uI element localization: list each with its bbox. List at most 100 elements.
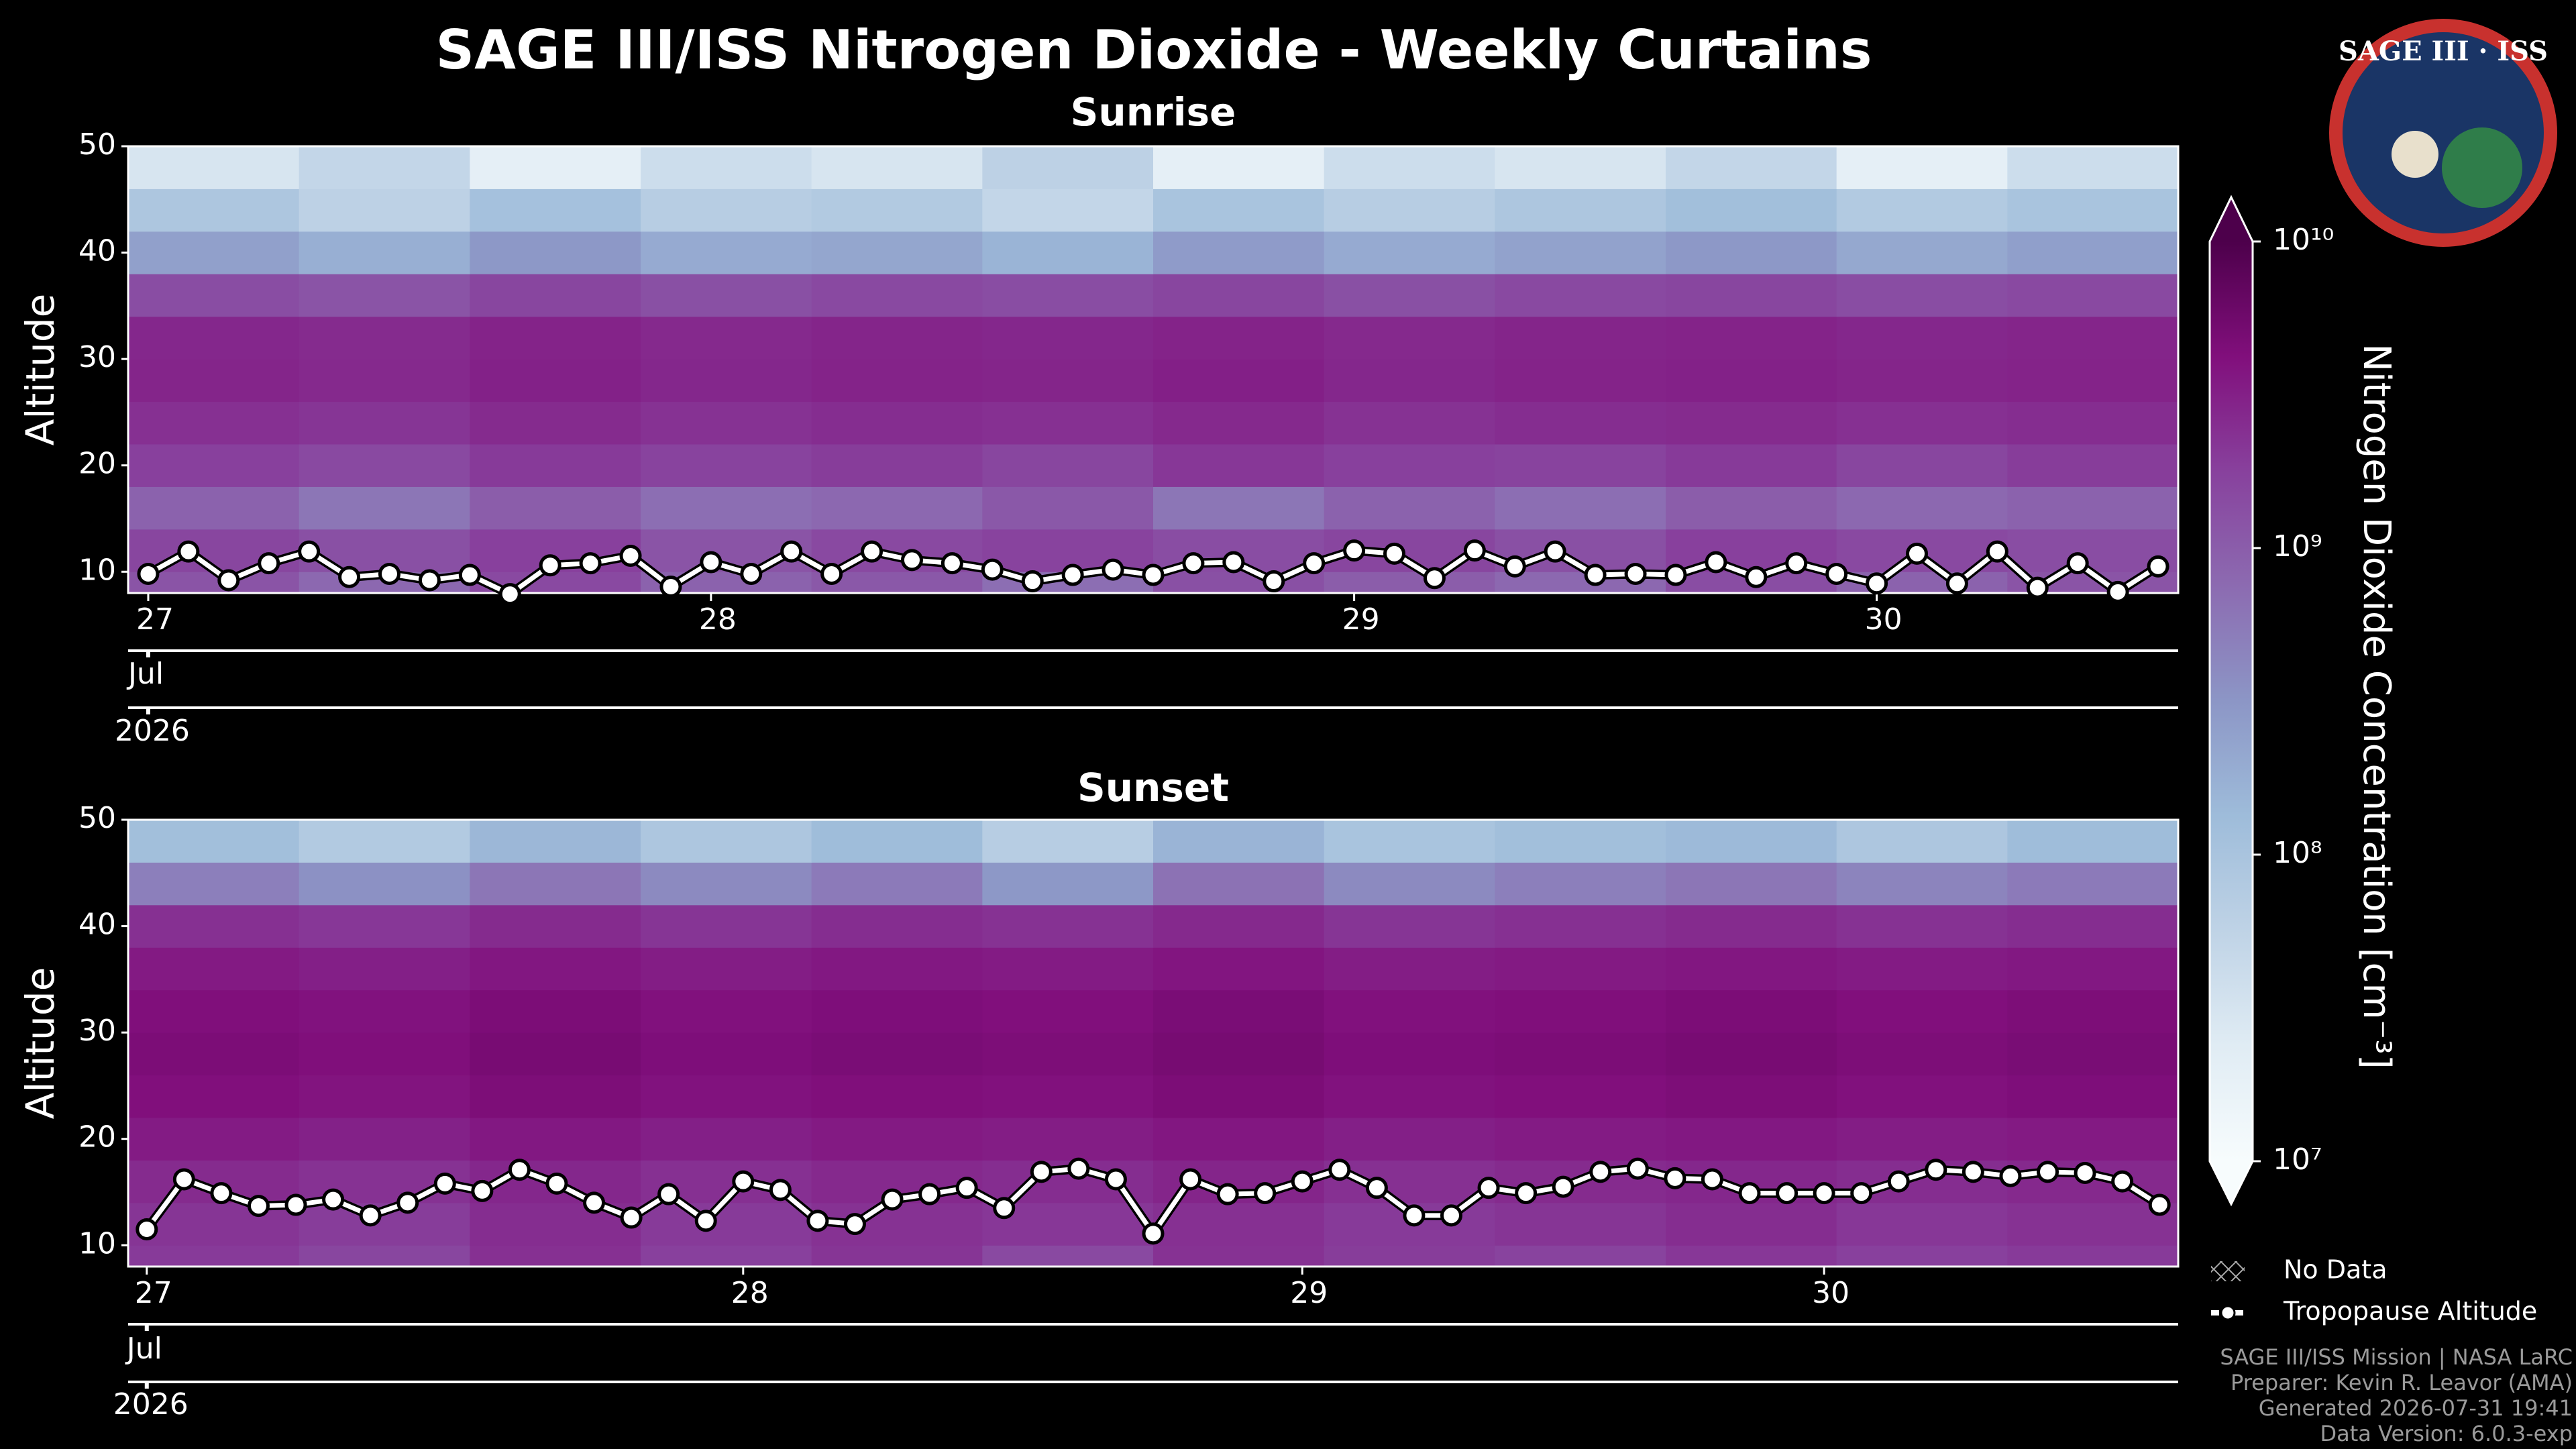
- y-tick-label: 20: [78, 1120, 116, 1155]
- heatmap-cell: [1324, 316, 1495, 360]
- heatmap-cell: [811, 1118, 983, 1161]
- tropopause-marker: [396, 1191, 419, 1214]
- heatmap-cell: [2007, 401, 2179, 445]
- heatmap-cell: [2007, 146, 2179, 189]
- heatmap-cell: [1836, 1032, 2008, 1076]
- heatmap-cell: [1836, 862, 2008, 906]
- heatmap-cell: [1324, 1118, 1495, 1161]
- tropopause-marker: [620, 1206, 643, 1229]
- colorbar-tick-label: 10⁹: [2273, 529, 2322, 564]
- heatmap-cell: [299, 904, 470, 948]
- heatmap-cell: [1495, 1245, 1666, 1267]
- heatmap-cell: [128, 189, 300, 232]
- y-tick-label: 10: [78, 553, 116, 587]
- logo: SAGE III · ISS: [2329, 19, 2557, 247]
- tropopause-marker: [338, 566, 361, 588]
- heatmap-cell: [1153, 359, 1325, 402]
- heatmap-cell: [1324, 862, 1495, 906]
- heatmap-cell: [811, 189, 983, 232]
- panel: Sunset 10 20 30 40 50 Altitude 27 28 29 30 Jul 2026: [17, 765, 2180, 1421]
- tropopause-marker: [433, 1172, 456, 1195]
- colorbar-tick-label: 10¹⁰: [2273, 223, 2334, 257]
- heatmap-cell: [1836, 989, 2008, 1033]
- tropopause-marker: [579, 552, 602, 575]
- y-tick-label: 30: [78, 340, 116, 374]
- heatmap-cell: [641, 231, 812, 274]
- tropopause-marker: [820, 562, 843, 585]
- heatmap-cell: [299, 1075, 470, 1118]
- tropopause-marker: [418, 569, 441, 592]
- heatmap-cell: [1666, 1075, 1837, 1118]
- heatmap-cell: [811, 904, 983, 948]
- heatmap-cell: [128, 1032, 300, 1076]
- heatmap-cell: [2007, 1118, 2179, 1161]
- heatmap-cell: [1495, 231, 1666, 274]
- tropopause-marker: [1142, 564, 1165, 586]
- heatmap-cell: [982, 862, 1154, 906]
- tropopause-marker: [136, 1218, 158, 1240]
- tropopause-marker: [1067, 1157, 1090, 1180]
- tropopause-marker: [1365, 1177, 1388, 1199]
- heatmap-cell: [1836, 904, 2008, 948]
- heatmap-cell: [299, 486, 470, 530]
- logo-earth: [2442, 127, 2522, 208]
- heatmap-cell: [1836, 1075, 2008, 1118]
- tropopause-marker: [1850, 1182, 1873, 1205]
- tropopause-marker: [378, 562, 400, 585]
- heatmap-cell: [1495, 146, 1666, 189]
- heatmap-cell: [299, 1118, 470, 1161]
- tropopause-marker: [539, 554, 561, 577]
- tropopause-marker: [861, 540, 883, 563]
- heatmap-cell: [128, 146, 300, 189]
- tropopause-marker: [2026, 576, 2049, 599]
- heatmap-cell: [1495, 1118, 1666, 1161]
- logo-figure: [2392, 131, 2438, 178]
- tropopause-marker: [955, 1177, 978, 1199]
- heatmap-cell: [1836, 274, 2008, 317]
- heatmap-cell: [470, 231, 641, 274]
- y-tick-label: 30: [78, 1014, 116, 1048]
- tropopause-marker: [700, 551, 722, 574]
- x-tick-label: 30: [1812, 1276, 1849, 1310]
- heatmap-cell: [2007, 989, 2179, 1033]
- heatmap-cell: [470, 486, 641, 530]
- y-tick-label: 50: [78, 801, 116, 835]
- heatmap-cell: [470, 146, 641, 189]
- tropopause-marker: [1440, 1204, 1463, 1227]
- footer: SAGE III/ISS Mission | NASA LaRCPreparer…: [2220, 1344, 2573, 1446]
- heatmap-cell: [982, 1245, 1154, 1267]
- tropopause-marker: [258, 552, 280, 575]
- tropopause-marker: [1021, 570, 1044, 593]
- footer-line: Preparer: Kevin R. Leavor (AMA): [2231, 1370, 2573, 1395]
- heatmap-cell: [641, 1118, 812, 1161]
- heatmap-cell: [1495, 359, 1666, 402]
- heatmap-cell: [470, 1245, 641, 1267]
- panel-title: Sunrise: [1071, 89, 1236, 135]
- tropopause-marker: [2074, 1161, 2096, 1184]
- heatmap-cell: [982, 359, 1154, 402]
- heatmap-cell: [811, 1075, 983, 1118]
- heatmap-cell: [2007, 904, 2179, 948]
- colorbar-label: Nitrogen Dioxide Concentration [cm⁻³]: [2355, 343, 2398, 1069]
- x-tick-label: 30: [1865, 602, 1902, 637]
- heatmap-cell: [2007, 231, 2179, 274]
- heatmap-cell: [2007, 359, 2179, 402]
- heatmap-cell: [1666, 947, 1837, 991]
- heatmap-cell: [2007, 1245, 2179, 1267]
- heatmap-cell: [982, 189, 1154, 232]
- heatmap-cell: [128, 401, 300, 445]
- tropopause-marker: [1624, 562, 1647, 585]
- heatmap-cell: [1153, 486, 1325, 530]
- heatmap-cell: [1666, 274, 1837, 317]
- heatmap-cell: [811, 820, 983, 863]
- heatmap-cell: [641, 947, 812, 991]
- footer-line: Generated 2026-07-31 19:41: [2259, 1395, 2573, 1421]
- heatmap-cell: [2007, 1032, 2179, 1076]
- heatmap-cell: [128, 274, 300, 317]
- tropopause-marker: [217, 569, 240, 592]
- heatmap-cell: [641, 401, 812, 445]
- heatmap-cell: [1495, 820, 1666, 863]
- heatmap-cell: [299, 401, 470, 445]
- heatmap-cell: [1495, 1075, 1666, 1118]
- heatmap-cell: [1153, 947, 1325, 991]
